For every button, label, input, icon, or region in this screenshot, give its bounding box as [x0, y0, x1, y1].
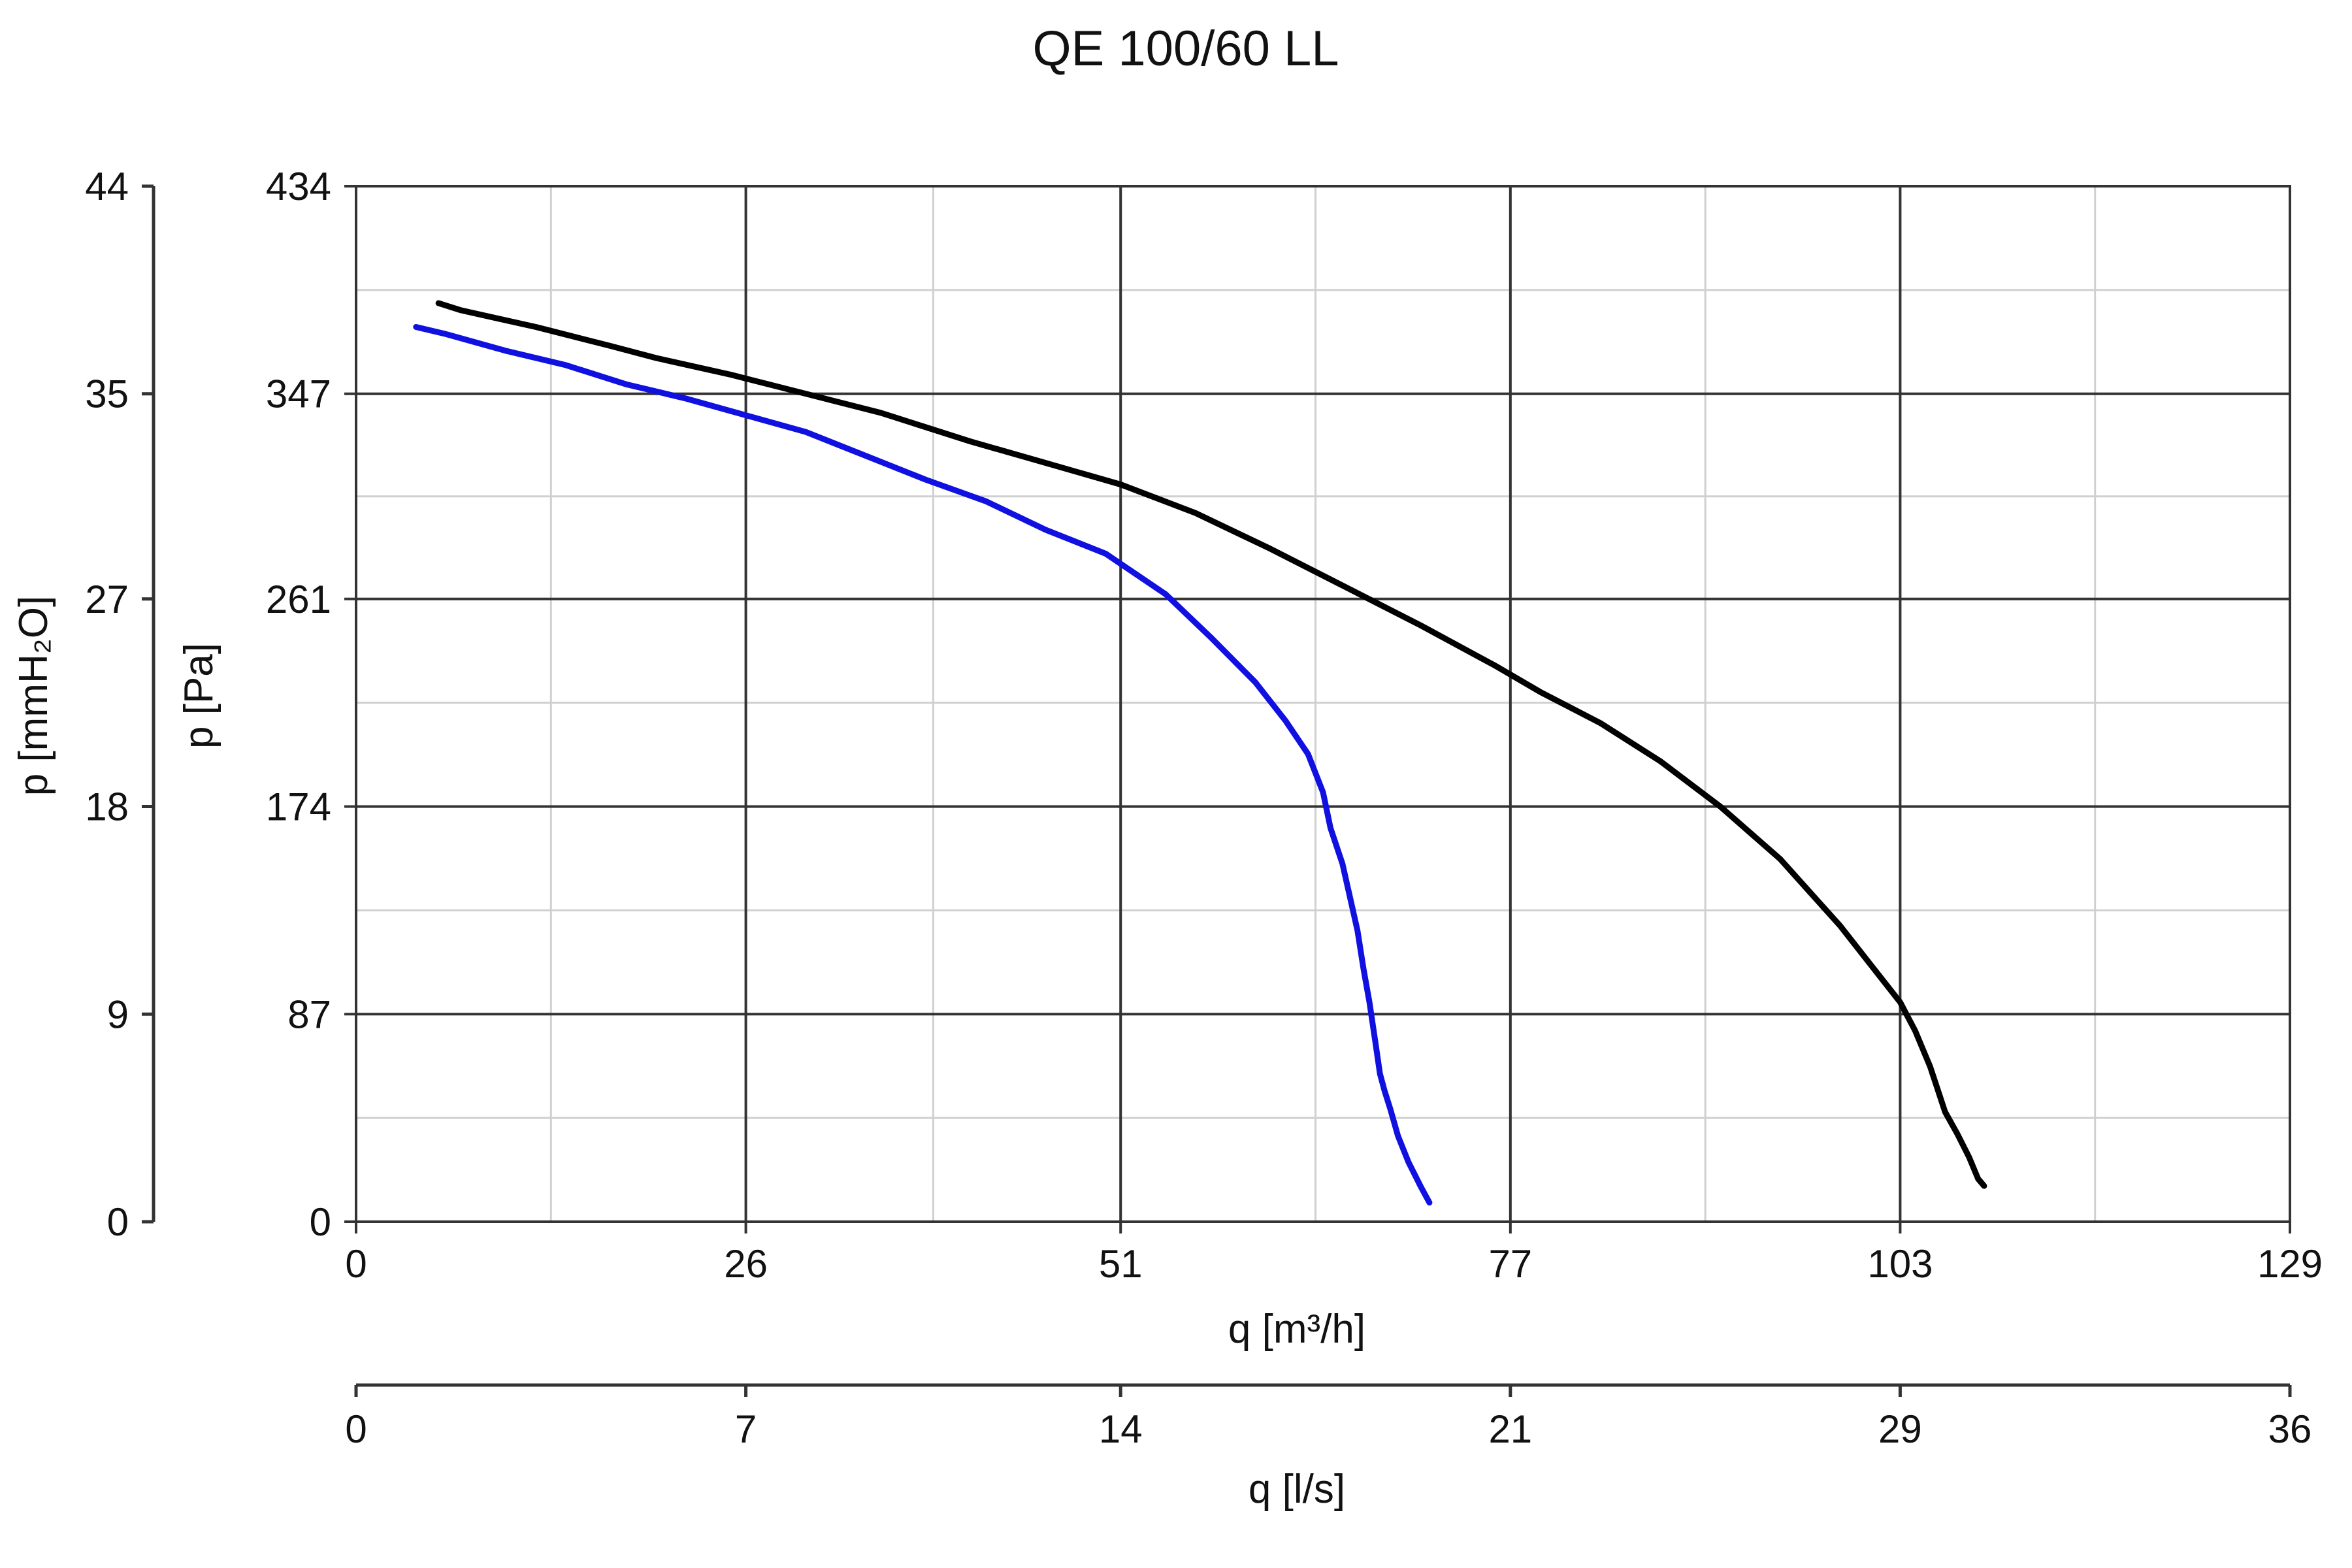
tick-labels: 0 9 18 27 35 44 0 87 174 261 347 434 0 26 51 77 103 129 0 7… [85, 165, 2323, 1451]
series-group [413, 300, 1987, 1206]
x-axis-primary-tick-label: 0 [345, 1242, 367, 1286]
y-axis-secondary-tick-label: 18 [85, 785, 129, 829]
chart-title: QE 100/60 LL [1032, 21, 1339, 76]
y-axis-secondary-tick-label: 0 [107, 1200, 129, 1244]
x-axis-secondary-tick-label: 21 [1488, 1407, 1532, 1451]
y-axis-secondary-tick-label: 35 [85, 372, 129, 416]
y-axis-primary-tick-label: 434 [266, 165, 331, 208]
y-axis-primary-label: p [Pa] [176, 643, 221, 749]
y-axis-primary-tick-label: 261 [266, 578, 331, 621]
grid [355, 185, 2291, 1223]
axes [142, 184, 2292, 1397]
x-axis-primary-label: q [m³/h] [1228, 1307, 1365, 1352]
y-axis-primary-tick-label: 87 [287, 992, 331, 1036]
x-axis-primary-tick-label: 77 [1488, 1242, 1532, 1286]
y-axis-secondary-tick-label: 44 [85, 165, 129, 208]
x-axis-secondary-tick-label: 0 [345, 1407, 367, 1451]
x-axis-primary-tick-label: 129 [2257, 1242, 2323, 1286]
y-axis-secondary-tick-label: 27 [85, 578, 129, 621]
y-axis-secondary-tick-label: 9 [107, 992, 129, 1036]
x-axis-primary-tick-label: 51 [1099, 1242, 1143, 1286]
x-axis-primary-tick-label: 103 [1867, 1242, 1933, 1286]
y-axis-primary-tick-label: 347 [266, 372, 331, 416]
x-axis-secondary-label: q [l/s] [1249, 1467, 1345, 1512]
x-axis-secondary-tick-label: 36 [2268, 1407, 2312, 1451]
plot-frame [355, 185, 2291, 1223]
y-axis-secondary-label: p [mmH₂O] [11, 596, 56, 796]
series-line-1 [435, 300, 1987, 1189]
y-axis-primary-tick-label: 0 [310, 1200, 331, 1244]
y-axis-primary-tick-label: 174 [266, 785, 331, 829]
series-line-2 [413, 324, 1433, 1206]
x-axis-secondary-tick-label: 29 [1878, 1407, 1922, 1451]
x-axis-primary-tick-label: 26 [724, 1242, 768, 1286]
x-axis-secondary-tick-label: 14 [1099, 1407, 1143, 1451]
x-axis-secondary-tick-label: 7 [735, 1407, 757, 1451]
